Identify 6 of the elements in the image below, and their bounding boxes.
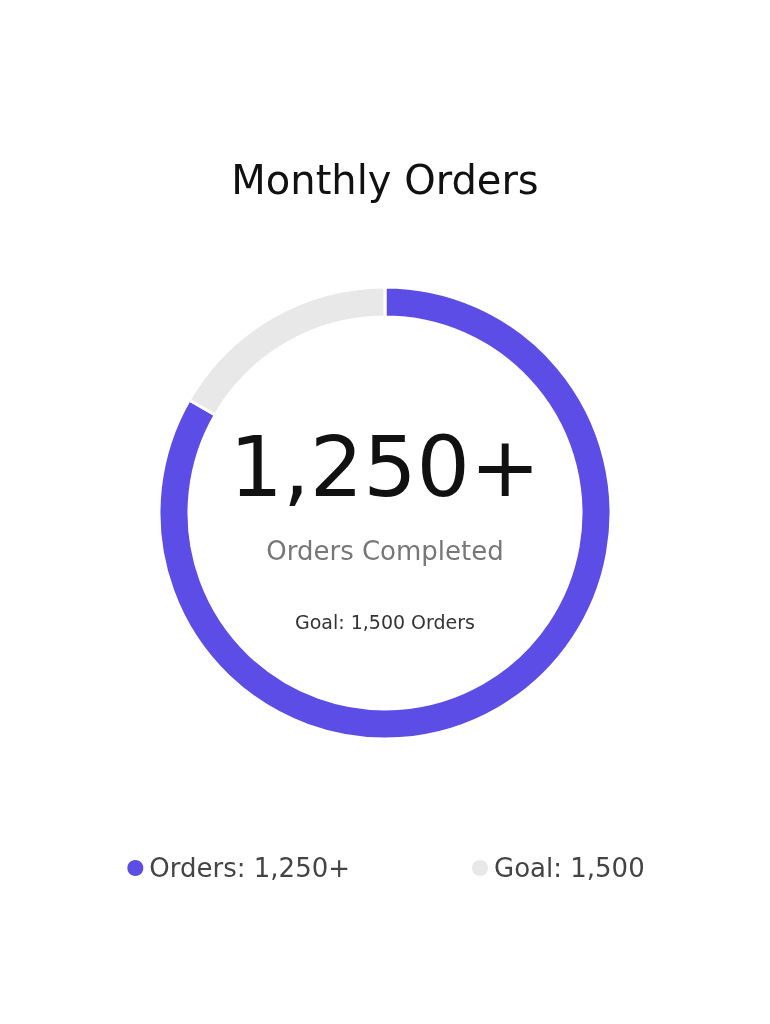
text: Goal: 1,500 Orders: [294, 610, 476, 633]
text: Orders Completed: [266, 536, 504, 566]
legend-label: Goal: 1,500: [494, 853, 645, 883]
legend-label: Orders: 1,250+: [149, 853, 351, 883]
text: 1,250+: [229, 418, 541, 516]
chart-title: Monthly Orders: [231, 157, 539, 203]
